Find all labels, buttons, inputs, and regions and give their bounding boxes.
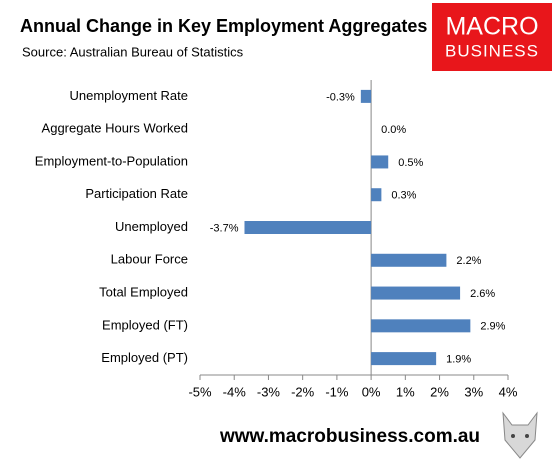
bar: [244, 221, 372, 234]
value-label: 0.0%: [381, 124, 406, 136]
value-label: 2.6%: [470, 288, 495, 300]
x-tick-label: 1%: [396, 384, 415, 399]
value-label: -0.3%: [326, 91, 355, 103]
x-tick-label: 3%: [464, 384, 483, 399]
y-tick-label: Participation Rate: [85, 186, 188, 201]
value-label: 1.9%: [446, 354, 471, 366]
chart-subtitle: Source: Australian Bureau of Statistics: [22, 44, 244, 59]
y-tick-label: Aggregate Hours Worked: [42, 121, 188, 136]
y-tick-label: Employment-to-Population: [35, 153, 188, 168]
x-tick-label: 4%: [499, 384, 518, 399]
value-label: 2.9%: [480, 321, 505, 333]
value-label: 0.3%: [391, 190, 416, 202]
x-tick-label: 2%: [430, 384, 449, 399]
logo-text: MACRO: [445, 13, 538, 41]
y-tick-label: Labour Force: [111, 252, 188, 267]
website: www.macrobusiness.com.au: [219, 426, 480, 447]
y-tick-label: Employed (PT): [101, 350, 188, 365]
logo: MACRO BUSINESS: [432, 3, 552, 71]
x-tick-label: -4%: [223, 384, 247, 399]
bar: [371, 155, 389, 169]
value-label: 2.2%: [456, 255, 481, 267]
wolf-head: [502, 411, 538, 459]
bar: [371, 188, 382, 202]
chart-title: Annual Change in Key Employment Aggregat…: [20, 16, 427, 36]
x-tick-label: -3%: [257, 384, 281, 399]
wolf-eye: [511, 434, 515, 438]
value-label: 0.5%: [398, 157, 423, 169]
bar: [371, 319, 471, 333]
wolf-eye: [525, 434, 529, 438]
y-tick-label: Unemployed: [115, 219, 188, 234]
x-tick-label: 0%: [362, 384, 381, 399]
bar: [360, 89, 372, 103]
y-tick-label: Total Employed: [99, 284, 188, 299]
logo-text: BUSINESS: [445, 41, 539, 60]
bar: [371, 352, 437, 366]
y-tick-label: Unemployment Rate: [70, 88, 189, 103]
bar: [371, 286, 461, 300]
value-label: -3.7%: [210, 222, 239, 234]
bar: [371, 253, 447, 267]
wolf-icon: [502, 411, 538, 459]
logo-box: [432, 3, 552, 71]
x-tick-label: -2%: [291, 384, 315, 399]
x-tick-label: -1%: [325, 384, 349, 399]
x-tick-label: -5%: [188, 384, 212, 399]
y-tick-label: Employed (FT): [102, 317, 188, 332]
